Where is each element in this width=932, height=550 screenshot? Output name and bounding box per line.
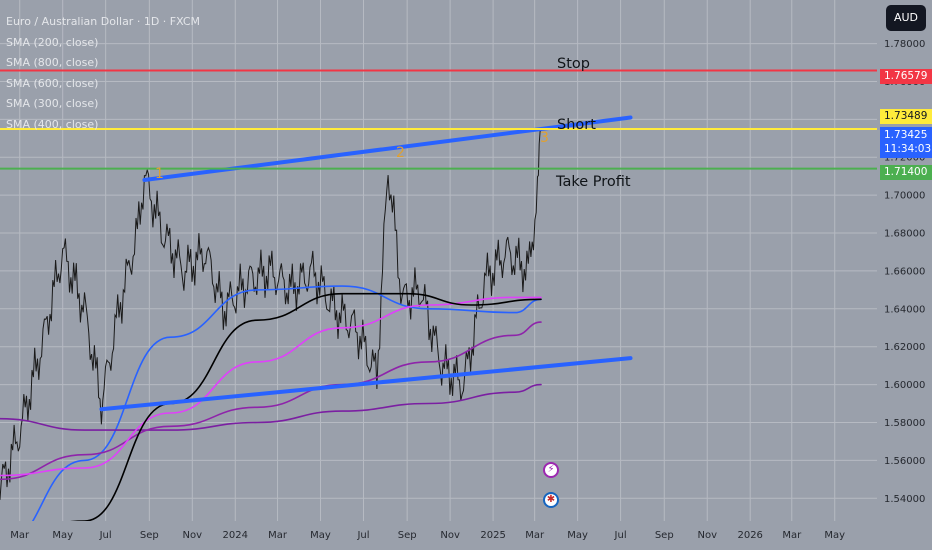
indicator-sma-400[interactable]: SMA (400, close) (6, 117, 99, 131)
x-tick-label: Sep (655, 530, 674, 541)
x-tick-label: 2025 (480, 530, 505, 541)
y-tick-label: 1.56000 (884, 456, 925, 467)
y-tick-label: 1.70000 (884, 191, 925, 202)
bar-countdown: 11:34:03 (884, 143, 932, 155)
x-tick-label: 2026 (737, 530, 762, 541)
series-sma-600-close[interactable] (0, 321, 542, 481)
last-price-badge: 1.73425 11:34:03 (880, 127, 932, 158)
chart-title[interactable]: Euro / Australian Dollar · 1D · FXCM (6, 15, 201, 28)
series-sma-800-close[interactable] (0, 383, 542, 431)
short-price-badge: 1.73489 (880, 109, 932, 124)
y-tick-label: 1.64000 (884, 304, 925, 315)
series-sma-400-close[interactable] (0, 292, 542, 537)
series-sma-300-close[interactable] (0, 296, 542, 477)
stop-annotation: Stop (557, 56, 590, 72)
currency-button[interactable]: AUD (886, 5, 926, 31)
indicator-sma-300[interactable]: SMA (300, close) (6, 97, 99, 110)
x-tick-label: Mar (10, 530, 30, 541)
lightning-event-icon[interactable]: ⚡ (543, 462, 559, 478)
x-tick-label: Sep (140, 530, 159, 541)
y-tick-label: 1.68000 (884, 229, 925, 240)
time-axis: Mar May Jul Sep Nov 2024 Mar May Jul Sep Nov 2025 Ma… (0, 521, 932, 550)
x-tick-label: Nov (183, 530, 203, 541)
x-tick-label: Mar (525, 530, 545, 541)
time-axis-bg (0, 521, 932, 550)
price-axis-bg (877, 0, 932, 550)
indicator-legend: Euro / Australian Dollar · 1D · FXCM SMA… (6, 12, 200, 135)
price-axis: 1.780001.760001.740001.720001.700001.680… (877, 0, 932, 550)
x-tick-label: May (824, 530, 845, 541)
x-tick-label: Mar (268, 530, 288, 541)
australia-flag-event-icon[interactable]: ✱ (543, 492, 559, 508)
grid (0, 0, 877, 521)
x-tick-label: Jul (356, 530, 369, 541)
series-lower-trendline[interactable] (99, 356, 633, 412)
last-price: 1.73425 (884, 129, 928, 141)
x-tick-label: May (52, 530, 73, 541)
stop-price-badge: 1.76579 (880, 69, 932, 84)
wave-label-2: 2 (396, 145, 405, 161)
series-layer (0, 115, 633, 547)
y-tick-label: 1.66000 (884, 266, 925, 277)
wave-label-3: 3 (540, 130, 549, 146)
y-tick-label: 1.62000 (884, 342, 925, 353)
y-tick-label: 1.78000 (884, 39, 925, 50)
y-tick-label: 1.60000 (884, 380, 925, 391)
take-profit-annotation: Take Profit (556, 174, 631, 190)
x-tick-label: Sep (398, 530, 417, 541)
series-sma-200-close[interactable] (0, 285, 542, 547)
x-tick-label: Jul (614, 530, 627, 541)
y-tick-label: 1.58000 (884, 418, 925, 429)
x-tick-label: Nov (440, 530, 460, 541)
x-tick-label: May (310, 530, 331, 541)
y-tick-label: 1.54000 (884, 494, 925, 505)
series-euraud[interactable] (0, 130, 542, 500)
y-tick-label: 1.72000 (884, 153, 925, 164)
levels-layer (0, 69, 877, 170)
x-tick-label: 2024 (223, 530, 248, 541)
x-tick-label: May (567, 530, 588, 541)
take-profit-price-badge: 1.71400 (880, 165, 932, 180)
indicator-sma-800[interactable]: SMA (800, close) (6, 56, 99, 69)
indicator-sma-200[interactable]: SMA (200, close) (6, 35, 99, 49)
x-tick-label: Nov (697, 530, 717, 541)
short-annotation: Short (557, 117, 596, 133)
x-tick-label: Mar (782, 530, 802, 541)
x-tick-label: Jul (99, 530, 112, 541)
wave-label-1: 1 (155, 166, 164, 182)
indicator-sma-600[interactable]: SMA (600, close) (6, 76, 99, 90)
